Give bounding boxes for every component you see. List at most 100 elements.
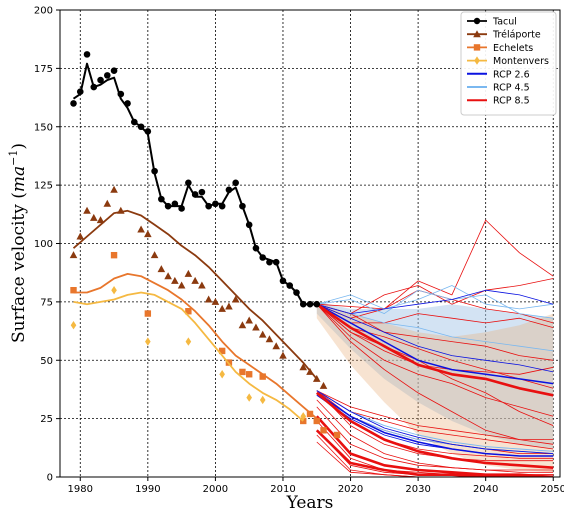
- projection-line: [316, 434, 554, 477]
- legend-entry: RCP 2.6: [467, 69, 530, 80]
- x-tick-label: 2040: [473, 484, 498, 495]
- legend-marker: [473, 17, 481, 25]
- projection-line: [316, 303, 554, 417]
- projection-line: [315, 429, 554, 477]
- x-axis-title: Years: [286, 493, 334, 513]
- data-point: [293, 289, 300, 296]
- data-point: [225, 302, 233, 310]
- data-point: [137, 123, 145, 131]
- y-tick-label: 25: [40, 414, 53, 425]
- legend-label: RCP 4.5: [493, 83, 530, 94]
- data-point: [184, 269, 193, 277]
- legend-marker: [474, 56, 480, 65]
- x-tick-label: 2010: [270, 484, 295, 495]
- projection-line: [315, 391, 554, 469]
- projection-line: [316, 303, 554, 389]
- data-point: [164, 272, 172, 280]
- data-point: [70, 321, 77, 330]
- x-tick-label: 2050: [541, 484, 564, 495]
- y-axis-title: Surface velocity (ma−1): [7, 143, 29, 343]
- y-tick-label: 175: [34, 64, 53, 75]
- data-area: [69, 51, 554, 477]
- y-axis-title-unit: ma: [9, 166, 29, 192]
- data-point: [225, 186, 233, 194]
- data-point: [246, 393, 252, 402]
- data-point: [299, 300, 307, 308]
- projection-line: [316, 303, 554, 397]
- data-point: [231, 295, 240, 303]
- projection-line: [316, 406, 554, 473]
- legend-label: RCP 8.5: [493, 96, 530, 107]
- x-tick-label: 2030: [405, 484, 430, 495]
- projection-line: [316, 303, 554, 385]
- data-point: [299, 363, 308, 371]
- data-point: [70, 287, 77, 294]
- legend-entry: Tréláporte: [467, 30, 541, 41]
- projection-line: [316, 303, 554, 361]
- data-point: [177, 281, 186, 289]
- data-point: [238, 321, 247, 329]
- data-point: [252, 244, 260, 252]
- data-point: [313, 417, 320, 425]
- data-point: [333, 431, 341, 439]
- data-point: [218, 304, 226, 312]
- x-tick-label: 1990: [135, 484, 160, 495]
- data-point: [252, 323, 260, 331]
- data-point: [76, 88, 84, 96]
- data-point: [218, 202, 226, 210]
- legend: Tacul Tréláporte Echelets Montenvers RCP 2.6…: [460, 11, 557, 116]
- legend-marker: [473, 44, 481, 51]
- data-point: [171, 276, 179, 284]
- y-tick-label: 150: [34, 122, 53, 133]
- data-point: [245, 371, 253, 378]
- data-point: [144, 230, 152, 238]
- data-point: [97, 76, 104, 84]
- projection-line: [316, 399, 554, 471]
- y-tick-label: 125: [34, 181, 53, 192]
- data-point: [300, 417, 307, 425]
- data-point: [124, 100, 131, 107]
- x-tick-label: 1980: [68, 484, 93, 495]
- projection-line: [316, 390, 554, 441]
- projection-line: [316, 390, 554, 455]
- y-tick-label: 0: [47, 473, 53, 484]
- data-point: [103, 72, 111, 79]
- data-point: [150, 251, 159, 259]
- projection-line: [316, 289, 554, 319]
- data-point: [191, 191, 199, 198]
- y-axis-title-exponent: −1: [7, 150, 20, 166]
- data-point: [239, 368, 246, 376]
- data-point: [158, 195, 165, 203]
- legend-entry: RCP 8.5: [467, 96, 530, 107]
- data-point: [272, 342, 281, 350]
- data-point: [103, 199, 112, 207]
- data-point: [259, 395, 266, 405]
- legend-label: Echelets: [493, 43, 533, 54]
- data-point: [178, 205, 185, 212]
- data-point: [137, 225, 145, 233]
- y-axis-title-main: Surface velocity (: [9, 192, 29, 343]
- data-point: [218, 347, 226, 355]
- x-tick-label: 2020: [338, 484, 363, 495]
- data-point: [279, 351, 287, 359]
- series-square: [70, 251, 341, 439]
- data-point: [90, 83, 98, 91]
- data-point: [205, 202, 212, 210]
- y-tick-label: 75: [40, 297, 53, 308]
- data-point: [96, 216, 105, 224]
- legend-entry: Echelets: [467, 43, 533, 54]
- data-point: [219, 370, 225, 379]
- series-line: [73, 291, 304, 422]
- series-circle: [70, 51, 321, 308]
- data-point: [69, 251, 78, 259]
- projection-line: [316, 289, 554, 315]
- data-point: [70, 100, 77, 107]
- y-tick-label: 50: [40, 356, 53, 367]
- data-point: [191, 276, 199, 284]
- data-point: [312, 374, 321, 382]
- legend-label: Tréláporte: [492, 30, 541, 41]
- projection-line: [316, 303, 554, 328]
- projection-line: [316, 441, 554, 477]
- data-point: [286, 282, 294, 289]
- data-point: [171, 200, 179, 208]
